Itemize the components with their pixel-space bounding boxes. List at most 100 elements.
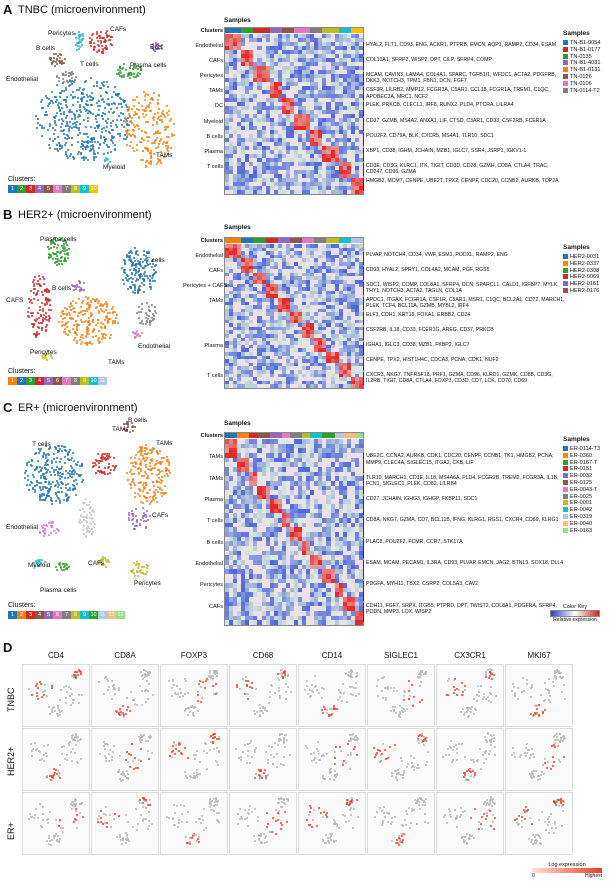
- heatmap-cell: [233, 138, 238, 143]
- heatmap-cell: [358, 134, 363, 139]
- tsne-point: [156, 485, 159, 488]
- heatmap-cell: [330, 126, 336, 131]
- heatmap-cell: [354, 46, 360, 51]
- tsne-point: [110, 42, 113, 45]
- heatmap-cell: [350, 54, 356, 59]
- tsne-point: [163, 474, 166, 477]
- heatmap-gene-list: COL10A1, SFRP2, WISP2, DPT, CILP, SFRP4,…: [366, 57, 492, 64]
- tsne-point: [112, 129, 115, 132]
- tsne-point: [97, 453, 100, 456]
- heatmap-cell: [277, 54, 283, 59]
- tsne-point: [60, 107, 63, 110]
- heatmap-cell: [326, 106, 332, 111]
- tsne-point: [56, 84, 59, 87]
- heatmap-cell: [281, 142, 287, 147]
- heatmap-cell: [302, 130, 307, 135]
- tsne-point: [53, 119, 56, 122]
- heatmap-row-label: Plasma: [204, 148, 223, 155]
- tsne-point: [145, 165, 148, 168]
- tsne-point: [103, 452, 106, 455]
- tsne-point: [137, 467, 140, 469]
- heatmap-cell: [245, 90, 250, 95]
- tsne-point: [148, 135, 151, 138]
- heatmap-cell: [273, 74, 279, 79]
- tsne-point: [59, 461, 62, 464]
- heatmap-cell: [285, 130, 291, 135]
- heatmap-cell: [289, 110, 295, 115]
- heatmap-cell: [245, 146, 250, 151]
- tsne-point: [65, 155, 68, 158]
- tsne-point: [53, 138, 56, 141]
- tsne-point: [148, 110, 151, 113]
- heatmap-cell: [350, 70, 356, 75]
- heatmap-cell: [245, 50, 250, 55]
- tsne-point: [89, 125, 92, 128]
- tsne-point: [137, 487, 140, 490]
- tsne-point: [78, 298, 81, 301]
- heatmap-cell: [289, 162, 295, 167]
- tsne-point: [59, 102, 62, 105]
- heatmap-cell: [233, 150, 238, 155]
- heatmap-cell: [338, 150, 344, 155]
- tsne-b-label-tams: TAMs: [108, 359, 125, 366]
- tsne-point: [84, 313, 87, 316]
- tsne-point: [65, 96, 68, 99]
- heatmap-cell: [273, 50, 279, 55]
- heatmap-cell: [314, 106, 319, 111]
- heatmap-cell: [358, 58, 363, 63]
- heatmap-cell: [229, 98, 234, 103]
- tsne-point: [135, 124, 138, 127]
- heatmap-cell: [314, 62, 319, 67]
- tsne-point: [163, 128, 166, 131]
- heatmap-cell: [350, 146, 356, 151]
- tsne-point: [64, 321, 67, 324]
- heatmap-cell: [277, 90, 283, 95]
- tsne-point: [61, 262, 64, 265]
- tsne-point: [54, 129, 57, 132]
- heatmap-cluster-bar-cell: [229, 28, 234, 33]
- tsne-point: [135, 74, 138, 77]
- heatmap-cluster-bar-cell: [302, 28, 307, 33]
- heatmap-cell: [314, 114, 319, 119]
- heatmap-gene-list: CD37, GZMB, MS4A2, ANXA1, LIF, CTSD, C3A…: [366, 117, 546, 124]
- heatmap-cell: [298, 158, 303, 163]
- cluster-swatch-5: 5: [44, 185, 53, 193]
- heatmap-cell: [289, 146, 295, 151]
- heatmap-cell: [350, 114, 356, 119]
- tsne-point: [125, 130, 128, 133]
- tsne-point: [121, 106, 124, 109]
- tsne-point: [58, 502, 61, 505]
- tsne-point: [56, 457, 59, 460]
- tsne-point: [72, 112, 75, 115]
- heatmap-cell: [225, 90, 230, 95]
- heatmap-cell: [318, 130, 323, 135]
- tsne-point: [45, 302, 48, 305]
- heatmap-cell: [330, 130, 336, 135]
- heatmap-cell: [310, 98, 315, 103]
- heatmap-cell: [318, 178, 323, 183]
- heatmap-cell: [318, 126, 323, 131]
- heatmap-cell: [354, 146, 360, 151]
- heatmap-cell: [354, 150, 360, 155]
- heatmap-cell: [350, 98, 356, 103]
- tsne-point: [154, 497, 157, 500]
- heatmap-cell: [277, 34, 283, 39]
- tsne-point: [160, 151, 163, 154]
- heatmap-cell: [330, 118, 336, 123]
- heatmap-cell: [334, 146, 340, 151]
- heatmap-cell: [229, 70, 234, 75]
- tsne-point: [91, 144, 94, 147]
- tsne-point: [69, 308, 72, 311]
- tsne-point: [168, 471, 171, 474]
- tsne-point: [69, 302, 72, 305]
- heatmap-cell: [273, 54, 279, 59]
- heatmap-cell: [285, 62, 291, 67]
- heatmap-cell: [334, 94, 340, 99]
- tsne-point: [132, 473, 135, 476]
- heatmap-cell: [298, 58, 303, 63]
- heatmap-cell: [281, 102, 287, 107]
- tsne-point: [69, 153, 72, 156]
- heatmap-cell: [326, 150, 332, 155]
- heatmap-cell: [354, 94, 360, 99]
- heatmap-cell: [294, 134, 299, 139]
